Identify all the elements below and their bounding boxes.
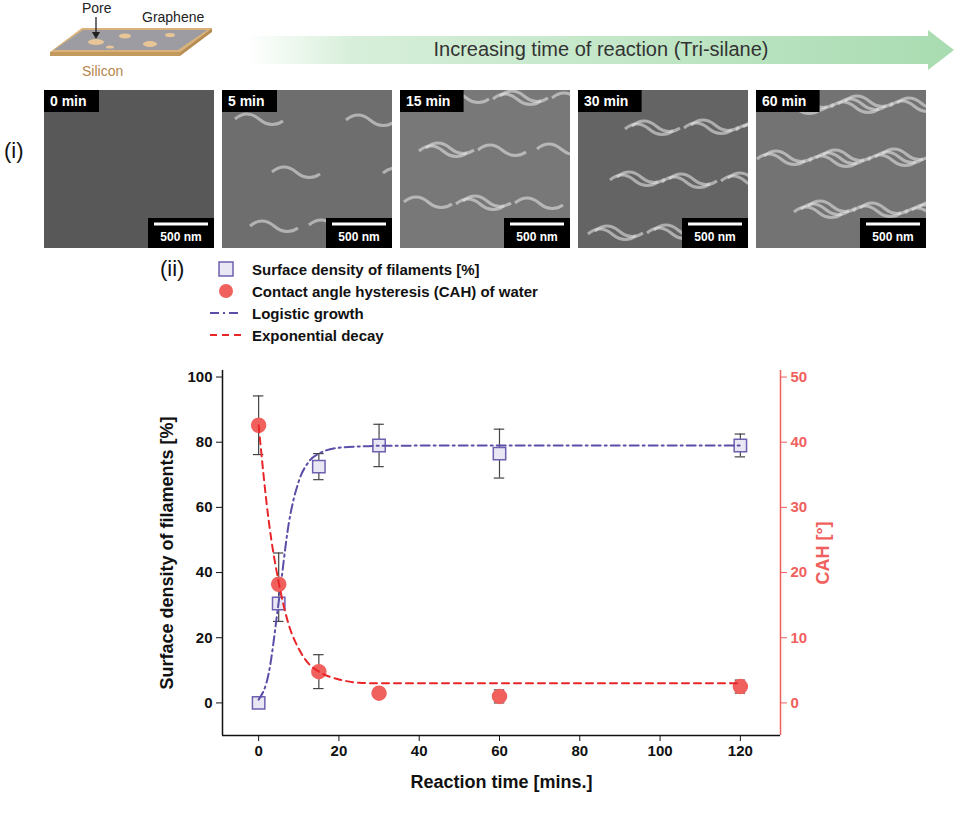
svg-text:15 min: 15 min: [406, 93, 450, 109]
svg-text:500 nm: 500 nm: [872, 230, 913, 244]
svg-text:20: 20: [196, 629, 213, 646]
svg-text:80: 80: [196, 433, 213, 450]
svg-text:30: 30: [791, 498, 808, 515]
svg-text:0: 0: [791, 694, 799, 711]
svg-text:60 min: 60 min: [762, 93, 806, 109]
svg-text:30 min: 30 min: [584, 93, 628, 109]
svg-text:500 nm: 500 nm: [160, 230, 201, 244]
svg-text:120: 120: [728, 742, 753, 759]
svg-text:20: 20: [331, 742, 348, 759]
svg-text:100: 100: [187, 368, 212, 385]
html-text:(ii): (ii): [160, 256, 185, 281]
svg-text:40: 40: [196, 563, 213, 580]
svg-text:5 min: 5 min: [228, 93, 265, 109]
html-text:Contact angle hysteresis (CAH): Contact angle hysteresis (CAH) of water: [252, 282, 538, 300]
svg-text:500 nm: 500 nm: [338, 230, 379, 244]
svg-text:Surface density of filaments [: Surface density of filaments [%]: [157, 416, 177, 689]
svg-text:500 nm: 500 nm: [694, 230, 735, 244]
svg-text:80: 80: [571, 742, 588, 759]
html-text:Surface density of filaments [: Surface density of filaments [%]: [252, 260, 480, 278]
svg-text:60: 60: [491, 742, 508, 759]
svg-text:Reaction time [mins.]: Reaction time [mins.]: [410, 772, 592, 792]
svg-text:100: 100: [648, 742, 673, 759]
svg-text:0: 0: [254, 742, 262, 759]
svg-text:500 nm: 500 nm: [516, 230, 557, 244]
svg-text:50: 50: [791, 368, 808, 385]
svg-text:CAH [°]: CAH [°]: [813, 521, 833, 584]
svg-text:Pore: Pore: [82, 0, 112, 16]
svg-text:20: 20: [791, 563, 808, 580]
html-text:Exponential decay: Exponential decay: [252, 326, 384, 344]
svg-text:Increasing time of reaction (T: Increasing time of reaction (Tri-silane): [434, 38, 769, 60]
svg-text:0 min: 0 min: [50, 93, 87, 109]
svg-text:0: 0: [204, 694, 212, 711]
svg-text:10: 10: [791, 629, 808, 646]
svg-text:Graphene: Graphene: [142, 9, 204, 25]
svg-text:60: 60: [196, 498, 213, 515]
html-text:Logistic growth: Logistic growth: [252, 304, 364, 322]
svg-text:40: 40: [411, 742, 428, 759]
html-text:(i): (i): [4, 138, 24, 163]
svg-text:40: 40: [791, 433, 808, 450]
svg-text:Silicon: Silicon: [82, 63, 123, 79]
